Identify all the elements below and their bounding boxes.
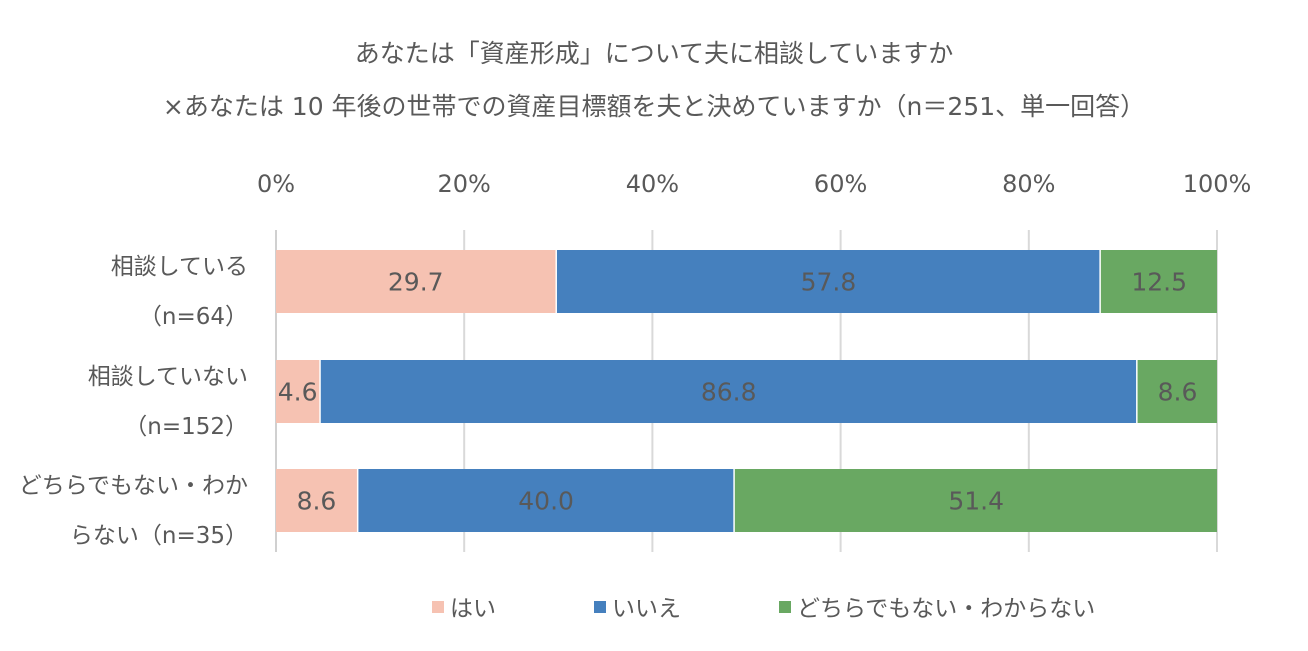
category-label: （n=152） xyxy=(124,414,248,440)
category-label: （n=64） xyxy=(139,304,248,330)
bar-segment xyxy=(320,360,1137,423)
bar-segment xyxy=(734,469,1217,532)
data-label: 57.8 xyxy=(801,268,857,297)
x-tick-label: 100% xyxy=(1183,170,1252,198)
legend-swatch xyxy=(594,601,606,613)
legend-swatch xyxy=(432,601,444,613)
legend-label: どちらでもない・わからない xyxy=(797,596,1095,622)
data-label: 8.6 xyxy=(297,487,337,516)
category-label: 相談していない xyxy=(88,364,248,390)
data-label: 29.7 xyxy=(388,268,444,297)
chart-title-line-2: ×あなたは 10 年後の世帯での資産目標額を夫と決めていますか（n＝251、単一… xyxy=(163,92,1145,121)
category-label: 相談している xyxy=(111,254,248,280)
x-tick-label: 0% xyxy=(257,170,295,198)
data-label: 40.0 xyxy=(518,487,574,516)
x-tick-label: 20% xyxy=(438,170,491,198)
x-tick-label: 40% xyxy=(626,170,679,198)
data-label: 4.6 xyxy=(278,378,318,407)
bar-segment xyxy=(276,360,320,423)
bar-segment xyxy=(276,250,556,313)
legend-label: はい xyxy=(450,596,496,622)
bar-segment xyxy=(556,250,1100,313)
data-label: 86.8 xyxy=(701,378,757,407)
x-tick-label: 80% xyxy=(1002,170,1055,198)
chart-title-line-1: あなたは「資産形成」について夫に相談していますか xyxy=(355,39,954,68)
bar-segment xyxy=(1100,250,1217,313)
data-label: 12.5 xyxy=(1131,268,1187,297)
x-tick-label: 60% xyxy=(814,170,867,198)
bar-segment xyxy=(276,469,357,532)
legend-label: いいえ xyxy=(612,596,681,622)
category-label: らない（n=35） xyxy=(70,523,248,549)
legend-swatch xyxy=(779,601,791,613)
category-label: どちらでもない・わか xyxy=(19,473,248,499)
bar-segment xyxy=(358,469,734,532)
data-label: 8.6 xyxy=(1158,378,1198,407)
data-label: 51.4 xyxy=(948,487,1004,516)
bar-segment xyxy=(1137,360,1217,423)
